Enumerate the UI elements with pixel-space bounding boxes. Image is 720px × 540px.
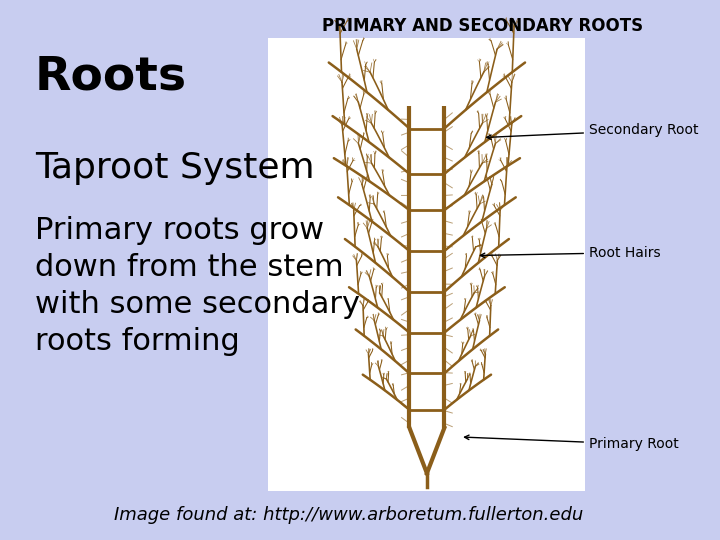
Text: Root Hairs: Root Hairs xyxy=(480,246,660,260)
FancyBboxPatch shape xyxy=(269,38,585,491)
Text: Image found at: http://www.arboretum.fullerton.edu: Image found at: http://www.arboretum.ful… xyxy=(114,506,583,524)
Text: Secondary Root: Secondary Root xyxy=(487,123,698,139)
Text: Taproot System: Taproot System xyxy=(35,151,315,185)
Text: PRIMARY AND SECONDARY ROOTS: PRIMARY AND SECONDARY ROOTS xyxy=(322,17,643,35)
Text: Primary roots grow
down from the stem
with some secondary
roots forming: Primary roots grow down from the stem wi… xyxy=(35,216,360,356)
Text: Roots: Roots xyxy=(35,54,187,99)
Text: Primary Root: Primary Root xyxy=(464,435,679,451)
